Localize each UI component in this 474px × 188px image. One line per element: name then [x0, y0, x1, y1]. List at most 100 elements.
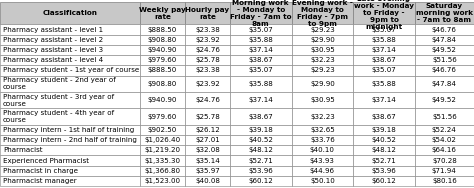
Text: $51.56: $51.56 [432, 57, 457, 63]
Text: $979.60: $979.60 [148, 57, 177, 63]
Bar [230, 108, 292, 125]
Bar [230, 24, 292, 35]
Bar [0, 135, 140, 145]
Bar [353, 55, 415, 65]
Text: Morning work
- Monday to
Friday - 7am to
8am: Morning work - Monday to Friday - 7am to… [230, 0, 292, 27]
Bar [292, 2, 353, 24]
Text: $64.16: $64.16 [432, 147, 457, 153]
Text: Pharmacist manager: Pharmacist manager [3, 178, 77, 184]
Text: $35.14: $35.14 [195, 158, 220, 164]
Bar [230, 65, 292, 76]
Bar [140, 35, 185, 45]
Bar [230, 76, 292, 92]
Text: Pharmacy assistant - level 4: Pharmacy assistant - level 4 [3, 57, 103, 63]
Text: $43.93: $43.93 [310, 158, 335, 164]
Text: $23.38: $23.38 [195, 27, 220, 33]
Bar [185, 166, 230, 176]
Bar [230, 155, 292, 166]
Bar [292, 155, 353, 166]
Text: $37.14: $37.14 [248, 97, 273, 103]
Text: $47.84: $47.84 [432, 37, 457, 43]
Bar [292, 176, 353, 186]
Text: $38.67: $38.67 [248, 57, 273, 63]
Text: $38.67: $38.67 [248, 114, 273, 120]
Text: $49.52: $49.52 [432, 97, 457, 103]
Bar [353, 135, 415, 145]
Text: Weekly pay
rate: Weekly pay rate [139, 7, 186, 20]
Text: Pharmacy assistant - level 3: Pharmacy assistant - level 3 [3, 47, 103, 53]
Bar [185, 65, 230, 76]
Text: $48.12: $48.12 [372, 147, 396, 153]
Text: $37.14: $37.14 [248, 47, 273, 53]
Text: $71.94: $71.94 [432, 168, 457, 174]
Bar [415, 92, 474, 108]
Bar [140, 176, 185, 186]
Text: $60.12: $60.12 [372, 178, 396, 184]
Bar [230, 176, 292, 186]
Bar [185, 145, 230, 155]
Bar [292, 65, 353, 76]
Text: $80.16: $80.16 [432, 178, 457, 184]
Text: Classification: Classification [42, 10, 98, 16]
Text: $1,335.30: $1,335.30 [145, 158, 180, 164]
Text: $29.90: $29.90 [310, 37, 335, 43]
Bar [415, 35, 474, 45]
Text: $1,523.00: $1,523.00 [145, 178, 180, 184]
Bar [185, 176, 230, 186]
Text: $35.88: $35.88 [372, 37, 396, 43]
Text: $32.08: $32.08 [195, 147, 220, 153]
Bar [185, 135, 230, 145]
Bar [0, 55, 140, 65]
Bar [353, 108, 415, 125]
Text: $46.76: $46.76 [432, 67, 457, 74]
Bar [353, 145, 415, 155]
Bar [230, 135, 292, 145]
Text: $35.07: $35.07 [372, 27, 396, 33]
Bar [415, 65, 474, 76]
Text: $908.80: $908.80 [148, 37, 177, 43]
Text: $908.80: $908.80 [148, 81, 177, 87]
Bar [415, 76, 474, 92]
Bar [230, 145, 292, 155]
Text: $52.71: $52.71 [372, 158, 396, 164]
Bar [230, 2, 292, 24]
Bar [292, 108, 353, 125]
Bar [353, 92, 415, 108]
Text: Saturday
morning work
- 7am to 8am: Saturday morning work - 7am to 8am [416, 3, 473, 23]
Text: $30.95: $30.95 [310, 47, 335, 53]
Bar [353, 125, 415, 135]
Bar [353, 24, 415, 35]
Text: $50.10: $50.10 [310, 178, 335, 184]
Text: $60.12: $60.12 [248, 178, 273, 184]
Text: Late evening
work - Monday
to Friday -
9pm to
midnight: Late evening work - Monday to Friday - 9… [354, 0, 414, 30]
Text: $888.50: $888.50 [148, 67, 177, 74]
Bar [0, 108, 140, 125]
Bar [415, 166, 474, 176]
Bar [353, 45, 415, 55]
Text: $888.50: $888.50 [148, 27, 177, 33]
Bar [140, 108, 185, 125]
Bar [185, 2, 230, 24]
Bar [292, 166, 353, 176]
Bar [292, 24, 353, 35]
Text: $25.78: $25.78 [195, 114, 220, 120]
Bar [140, 92, 185, 108]
Text: $35.88: $35.88 [372, 81, 396, 87]
Bar [0, 155, 140, 166]
Bar [292, 55, 353, 65]
Bar [0, 65, 140, 76]
Text: $51.56: $51.56 [432, 114, 457, 120]
Text: $38.67: $38.67 [372, 114, 396, 120]
Text: Pharmacy intern - 2nd half of training: Pharmacy intern - 2nd half of training [3, 137, 137, 143]
Text: Pharmacy student - 3rd year of
course: Pharmacy student - 3rd year of course [3, 94, 114, 107]
Text: $27.01: $27.01 [195, 137, 220, 143]
Bar [0, 35, 140, 45]
Text: Pharmacist in charge: Pharmacist in charge [3, 168, 78, 174]
Bar [292, 35, 353, 45]
Text: $32.65: $32.65 [310, 127, 335, 133]
Text: Pharmacist: Pharmacist [3, 147, 42, 153]
Text: $23.38: $23.38 [195, 67, 220, 74]
Text: $37.14: $37.14 [372, 97, 396, 103]
Bar [415, 176, 474, 186]
Bar [230, 45, 292, 55]
